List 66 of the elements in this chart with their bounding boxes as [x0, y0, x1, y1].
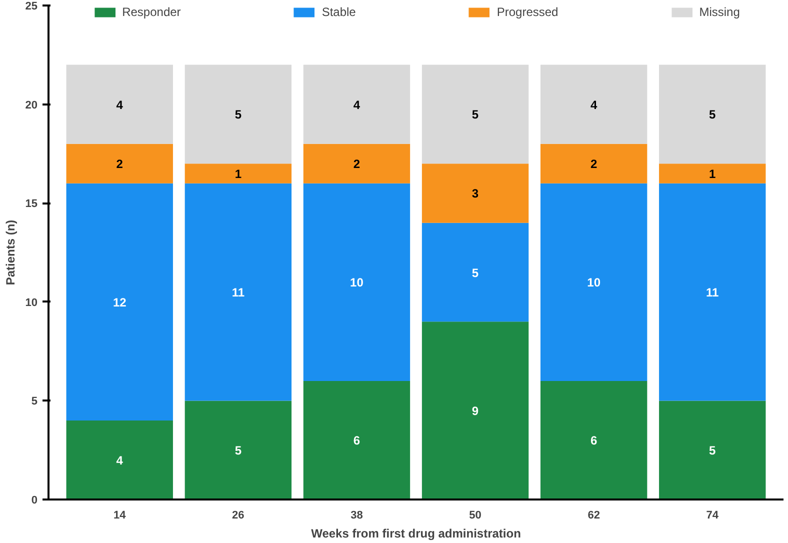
bar [540, 380, 648, 500]
data-label: 11 [706, 286, 720, 300]
data-label: 2 [353, 157, 360, 172]
data-label: 10 [587, 276, 601, 290]
y-tick-label: 20 [25, 99, 38, 112]
x-tick-label: 50 [469, 510, 482, 522]
data-label: 6 [353, 434, 360, 448]
data-label: 1 [234, 166, 242, 181]
data-label: 5 [472, 108, 479, 122]
legend-label: Progressed [496, 5, 558, 19]
bar [66, 420, 173, 500]
bar [422, 64, 529, 164]
data-label: 5 [234, 108, 242, 122]
bar [303, 380, 410, 500]
x-tick-label: 26 [232, 510, 244, 522]
bar [659, 183, 766, 401]
x-tick-label: 38 [350, 510, 363, 522]
bar [303, 64, 410, 144]
data-label: 5 [709, 444, 716, 458]
bar [540, 144, 648, 184]
x-tick-label: 74 [706, 510, 720, 522]
bar [540, 183, 648, 381]
data-label: 2 [116, 157, 124, 172]
bar [303, 144, 410, 184]
bar [66, 144, 173, 184]
bar [184, 183, 292, 401]
data-label: 10 [350, 276, 364, 290]
y-tick-label: 25 [25, 0, 38, 12]
legend-label: Stable [322, 5, 356, 19]
y-tick-label: 5 [31, 396, 38, 408]
data-label: 12 [112, 295, 127, 310]
bar [422, 222, 529, 322]
data-label: 6 [590, 434, 598, 448]
bar [184, 164, 292, 184]
data-label: 5 [234, 444, 242, 458]
y-tick-label: 10 [25, 296, 38, 309]
legend-label: Responder [122, 5, 181, 19]
data-label: 3 [472, 186, 479, 201]
data-label: 5 [472, 266, 479, 280]
data-label: 1 [709, 166, 716, 181]
bar [659, 400, 766, 500]
data-label: 2 [590, 157, 598, 172]
bar [540, 64, 648, 144]
data-label: 5 [709, 108, 716, 122]
data-label: 4 [116, 98, 124, 112]
data-label: 4 [116, 453, 124, 468]
bar [303, 183, 410, 381]
y-tick-label: 15 [25, 198, 38, 210]
y-axis-title: Patients (n) [3, 220, 18, 286]
data-label: 4 [353, 98, 360, 112]
bar [659, 164, 766, 184]
bar [422, 322, 529, 500]
bar [66, 183, 173, 420]
x-axis-title: Weeks from first drug administration [311, 526, 521, 540]
data-label: 4 [590, 98, 598, 112]
bar [66, 64, 173, 144]
bar [184, 400, 292, 500]
data-label: 11 [232, 286, 245, 300]
legend-label: Missing [699, 5, 740, 19]
data-label: 9 [472, 404, 479, 418]
x-tick-label: 62 [588, 510, 600, 522]
bar [184, 64, 292, 164]
bar [422, 164, 529, 223]
x-tick-label: 14 [114, 510, 127, 522]
bar [659, 64, 766, 164]
y-tick-label: 0 [31, 494, 38, 506]
